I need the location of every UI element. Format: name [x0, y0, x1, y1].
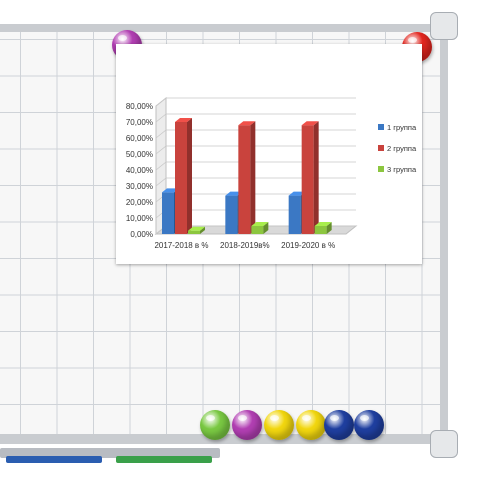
y-tick-label: 20,00%: [126, 198, 153, 207]
y-tick-label: 60,00%: [126, 134, 153, 143]
legend-label: 3 группа: [387, 165, 417, 174]
bar-3-1: [188, 230, 200, 234]
blue-marker: [6, 456, 102, 463]
bar-2-2: [238, 125, 251, 234]
legend-label: 1 группа: [387, 123, 417, 132]
x-category-label: 2017-2018 в %: [154, 241, 208, 250]
yellow-magnet-1: [264, 410, 294, 440]
gridline: [155, 161, 356, 171]
legend-swatch: [378, 166, 384, 172]
bar-3-2: [251, 226, 264, 234]
bar-top: [188, 226, 205, 231]
bar-1-2: [225, 195, 238, 234]
marker-tray: [0, 448, 220, 458]
x-category-label: 2019-2020 в %: [281, 241, 335, 250]
bar-side: [313, 121, 319, 234]
y-tick-label: 70,00%: [126, 118, 153, 127]
bar-top: [175, 118, 192, 122]
bar-side: [187, 118, 192, 234]
frame-corner-bottom-right: [430, 430, 458, 458]
y-tick-label: 30,00%: [126, 182, 153, 191]
bar-top: [288, 191, 306, 196]
bar-top: [238, 121, 256, 126]
y-tick-label: 0,00%: [130, 230, 153, 239]
bar-3-3: [314, 226, 327, 234]
yellow-magnet-2: [296, 410, 326, 440]
y-tick-label: 40,00%: [126, 166, 153, 175]
gridline: [155, 145, 356, 155]
gridline: [155, 97, 356, 107]
x-category-label: 2018-2019в%: [220, 241, 270, 250]
bar-top: [314, 222, 332, 226]
bar-side: [263, 222, 269, 234]
purple-magnet: [232, 410, 262, 440]
green-marker: [116, 456, 212, 463]
legend-swatch: [378, 124, 384, 130]
bar-1-3: [288, 195, 301, 234]
green-magnet: [200, 410, 230, 440]
bar-chart: 0,00% 10,00% 20,00% 30,00% 40,00% 50,00% 60,00…: [126, 96, 417, 250]
chart-sheet: 0,00% 10,00% 20,00% 30,00% 40,00% 50,00% 60,00…: [116, 44, 422, 264]
bar-top: [301, 121, 319, 126]
bar-side: [200, 226, 205, 234]
bar-2-1: [175, 122, 187, 234]
gridline: [155, 177, 356, 187]
gridline: [155, 113, 356, 123]
bar-2-3: [301, 125, 314, 234]
bar-top: [251, 222, 269, 226]
blue-magnet-1: [324, 410, 354, 440]
bar-1-1: [162, 192, 174, 234]
bar-side: [250, 121, 256, 234]
bar-side: [326, 222, 332, 234]
bar-top: [225, 191, 243, 196]
y-tick-label: 80,00%: [126, 102, 153, 111]
frame-corner-top-right: [430, 12, 458, 40]
gridline: [155, 129, 356, 139]
y-tick-label: 50,00%: [126, 150, 153, 159]
legend-swatch: [378, 145, 384, 151]
bar-top: [162, 188, 179, 193]
blue-magnet-2: [354, 410, 384, 440]
legend-label: 2 группа: [387, 144, 417, 153]
y-tick-label: 10,00%: [126, 214, 153, 223]
